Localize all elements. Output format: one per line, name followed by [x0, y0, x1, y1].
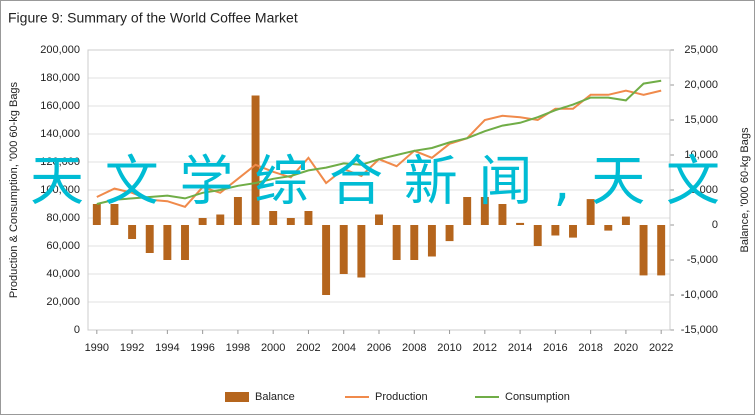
x-tick-label: 2016: [543, 342, 567, 354]
bar: [410, 225, 419, 260]
bar: [128, 225, 137, 239]
legend-swatch: [225, 392, 249, 402]
bar: [480, 197, 489, 225]
y-tick-label: 120,000: [40, 156, 80, 168]
y-tick-label: 100,000: [40, 184, 80, 196]
bar: [657, 225, 666, 276]
bar: [375, 214, 383, 225]
bar: [445, 225, 454, 242]
y-tick-label: 200,000: [40, 44, 80, 56]
bar: [92, 204, 101, 225]
bar: [357, 225, 366, 278]
y2-tick-label: 20,000: [684, 79, 718, 91]
y-tick-label: 160,000: [40, 100, 80, 112]
y-tick-label: 80,000: [46, 212, 80, 224]
bar: [181, 225, 189, 260]
x-tick-label: 1998: [226, 342, 250, 354]
x-tick-label: 2004: [331, 342, 355, 354]
watermark: 天文学综合新闻,天文: [30, 150, 720, 213]
y2-tick-label: 25,000: [684, 44, 718, 56]
bar: [304, 211, 313, 225]
y2-tick-label: 0: [712, 219, 718, 231]
bar: [569, 225, 577, 238]
y2-tick-label: -10,000: [681, 289, 718, 301]
bar: [198, 218, 207, 225]
y-tick-label: 140,000: [40, 128, 80, 140]
bar: [251, 95, 260, 225]
bar: [322, 225, 331, 295]
y-tick-label: 20,000: [46, 296, 80, 308]
x-tick-label: 2002: [296, 342, 320, 354]
y-tick-label: 40,000: [46, 268, 80, 280]
bar: [516, 222, 525, 225]
line: [96, 79, 662, 205]
bar: [498, 204, 507, 225]
x-tick-label: 2008: [402, 342, 426, 354]
x-tick-label: 2020: [614, 342, 638, 354]
bar: [551, 225, 560, 236]
y2-tick-label: -5,000: [687, 254, 718, 266]
y-tick-label: 0: [74, 324, 80, 336]
legend-label: Balance: [255, 391, 295, 403]
x-tick-label: 1996: [190, 342, 214, 354]
x-tick-label: 2018: [578, 342, 602, 354]
bar: [639, 225, 648, 276]
chart-title: Figure 9: Summary of the World Coffee Ma…: [8, 10, 298, 26]
bar: [621, 216, 630, 225]
x-tick-label: 1994: [155, 342, 179, 354]
bar: [533, 225, 542, 246]
bar: [427, 225, 436, 257]
y-tick-label: 60,000: [46, 240, 80, 252]
y2-tick-label: 5,000: [690, 184, 718, 196]
legend-label: Consumption: [505, 391, 570, 403]
bar: [586, 199, 595, 225]
bar: [286, 218, 295, 225]
x-tick-label: 2022: [649, 342, 673, 354]
x-tick-label: 2014: [508, 342, 532, 354]
bar: [339, 225, 348, 274]
bar: [604, 225, 613, 231]
bar: [145, 225, 154, 253]
x-tick-label: 2010: [437, 342, 461, 354]
bar: [233, 197, 242, 225]
bar: [269, 211, 278, 225]
y-axis-title: Production & Consumption, '000 60-kg Bag…: [8, 81, 20, 298]
y2-tick-label: 15,000: [684, 114, 718, 126]
x-tick-label: 2012: [473, 342, 497, 354]
y-tick-label: 180,000: [40, 72, 80, 84]
x-tick-label: 2006: [367, 342, 391, 354]
bar: [463, 197, 472, 225]
bar: [216, 214, 225, 225]
x-tick-label: 2000: [261, 342, 285, 354]
bar: [163, 225, 172, 260]
y2-tick-label: 10,000: [684, 149, 718, 161]
legend-label: Production: [375, 391, 428, 403]
x-tick-label: 1992: [120, 342, 144, 354]
bar: [392, 225, 401, 260]
y2-tick-label: -15,000: [681, 324, 718, 336]
bar: [110, 204, 119, 225]
x-tick-label: 1990: [85, 342, 109, 354]
y2-axis-title: Balance, '000 60-kg Bags: [739, 127, 751, 253]
